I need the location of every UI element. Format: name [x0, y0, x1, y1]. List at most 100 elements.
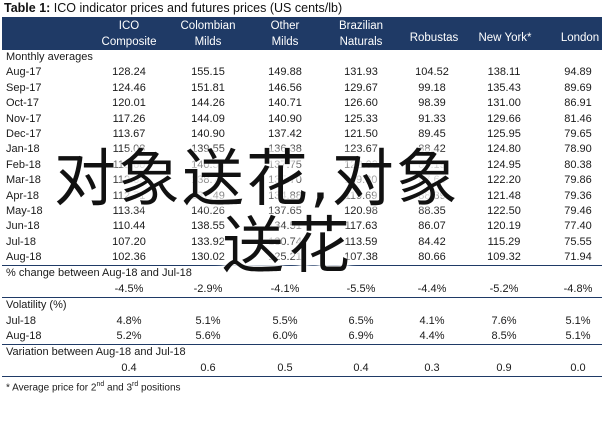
column-header-line-2: Milds [271, 36, 299, 48]
table-cell: 123.67 [344, 143, 378, 156]
table-cell: 134.51 [268, 220, 302, 233]
table-cell: 130.74 [268, 235, 302, 248]
table-row: Mar-18 112.63 138.76 135.70 119.80 87.64 122.2… [2, 173, 602, 188]
table-cell: 140.90 [268, 112, 302, 125]
column-header-row: ICO Composite Colombian Milds Other Milds Braz… [2, 18, 602, 50]
table-row: Feb-18 115.60 140.56 137.75 122.03 88.19 124.9… [2, 158, 602, 173]
table-row: Oct-17 120.01 144.26 140.71 126.60 98.39 131.0… [2, 96, 602, 111]
table-cell: 75.55 [564, 235, 592, 248]
table-cell: 5.1% [195, 314, 221, 327]
table-cell: 79.36 [564, 189, 592, 202]
table-cell: 6.5% [348, 314, 374, 327]
table-row: Aug-18 5.2% 5.6% 6.0% 6.9% 4.4% 8.5% 5.1% [2, 329, 602, 344]
section-heading: Monthly averages [6, 51, 93, 63]
column-header-line-2: Milds [194, 36, 222, 48]
table-cell: 140.71 [268, 97, 302, 110]
table-cell: 113.67 [112, 127, 146, 140]
table-cell: 88.39 [418, 189, 446, 202]
table-cell: 121.48 [487, 189, 521, 202]
table-cell: 119.69 [344, 189, 378, 202]
table-cell: 113.59 [344, 235, 378, 248]
table-row: Jul-18 107.20 133.92 130.74 113.59 84.42 115.2… [2, 235, 602, 250]
table-cell: 107.38 [344, 251, 378, 264]
table-cell: 6.0% [272, 330, 298, 343]
table-cell: 119.80 [344, 174, 378, 187]
column-header-line-1: Robustas [409, 32, 459, 44]
table-cell: 140.90 [191, 127, 225, 140]
table-cell: 109.32 [487, 251, 521, 264]
section-heading: Volatility (%) [2, 297, 602, 313]
table-cell: 0.5 [277, 361, 293, 374]
column-header: New York* [465, 18, 545, 50]
table-cell: 81.46 [564, 112, 592, 125]
table-cell: 77.40 [564, 220, 592, 233]
row-label: Aug-17 [6, 66, 42, 79]
table-title-text: ICO indicator prices and futures prices … [53, 1, 343, 15]
table-body: Monthly averages Aug-17 128.24 155.15 149.88… [2, 50, 602, 376]
table-cell: 112.71 [112, 189, 146, 202]
row-label: Nov-17 [6, 112, 42, 125]
table-cell: -4.4% [417, 282, 447, 295]
table-cell: -5.2% [489, 282, 519, 295]
row-label: May-18 [6, 204, 43, 217]
footnote-text: and 3 [104, 382, 133, 394]
table-cell: 115.29 [487, 235, 521, 248]
table-cell: 0.3 [424, 361, 440, 374]
table-row: Aug-18 102.36 130.02 125.21 107.38 80.66 109.3… [2, 250, 602, 265]
row-label: Sep-17 [6, 81, 42, 94]
table-cell: 86.07 [418, 220, 446, 233]
table-row: -4.5% -2.9% -4.1% -5.5% -4.4% -5.2% -4.8% [2, 282, 602, 297]
table-cell: 89.69 [564, 81, 592, 94]
table-row: May-18 113.34 140.26 137.65 120.98 88.35 122.5… [2, 204, 602, 219]
table-cell: 138.11 [487, 66, 521, 79]
column-header-line-1: Other [270, 20, 300, 32]
table-cell: 144.26 [191, 97, 225, 110]
column-header: ICO Composite [89, 18, 169, 50]
table-cell: 137.42 [268, 127, 302, 140]
table-cell: 78.90 [564, 143, 592, 156]
table-cell: 138.76 [191, 174, 225, 187]
table-cell: 117.26 [112, 112, 146, 125]
table-cell: 71.94 [564, 251, 592, 264]
table-cell: 140.56 [191, 158, 225, 171]
table-cell: 88.35 [418, 204, 446, 217]
table-cell: 84.42 [418, 235, 446, 248]
table-cell: 107.20 [112, 235, 146, 248]
table-cell: 99.18 [418, 81, 446, 94]
footnote-sup: rd [132, 381, 139, 389]
table-row: Apr-18 112.71 137.49 134.88 119.69 88.39 121.4… [2, 189, 602, 204]
footnote-sup: nd [96, 381, 105, 389]
row-label: Mar-18 [6, 174, 41, 187]
table-cell: 122.03 [344, 158, 378, 171]
section-heading: % change between Aug-18 and Jul-18 [2, 265, 602, 281]
table-cell: 91.33 [418, 112, 446, 125]
table-cell: 124.80 [487, 143, 521, 156]
table-cell: 0.9 [496, 361, 512, 374]
table-cell: 137.75 [268, 158, 302, 171]
table-cell: 112.63 [112, 174, 146, 187]
table-cell: 5.1% [565, 330, 591, 343]
table-cell: 122.20 [487, 174, 521, 187]
table-cell: 133.92 [191, 235, 225, 248]
table-cell: 110.44 [112, 220, 146, 233]
column-header: Colombian Milds [168, 18, 248, 50]
table-cell: 94.89 [564, 66, 592, 79]
table-cell: 146.56 [268, 81, 302, 94]
table-cell: 4.4% [419, 330, 445, 343]
table-cell: 131.93 [344, 66, 378, 79]
table-cell: 0.4 [353, 361, 369, 374]
table-cell: 89.45 [418, 127, 446, 140]
table-cell: 80.66 [418, 251, 446, 264]
table-cell: 124.46 [112, 81, 146, 94]
table-cell: 139.55 [191, 143, 225, 156]
column-header: Robustas [394, 18, 474, 50]
table-cell: 144.09 [191, 112, 225, 125]
table-row: Nov-17 117.26 144.09 140.90 125.33 91.33 129.6… [2, 112, 602, 127]
table-cell: 151.81 [191, 81, 225, 94]
table-row: 0.4 0.6 0.5 0.4 0.3 0.9 0.0 [2, 361, 602, 376]
table-cell: 115.60 [112, 158, 146, 171]
table-cell: 98.39 [418, 97, 446, 110]
table-cell: 0.6 [200, 361, 216, 374]
table-cell: 134.88 [268, 189, 302, 202]
table-cell: -4.8% [563, 282, 593, 295]
